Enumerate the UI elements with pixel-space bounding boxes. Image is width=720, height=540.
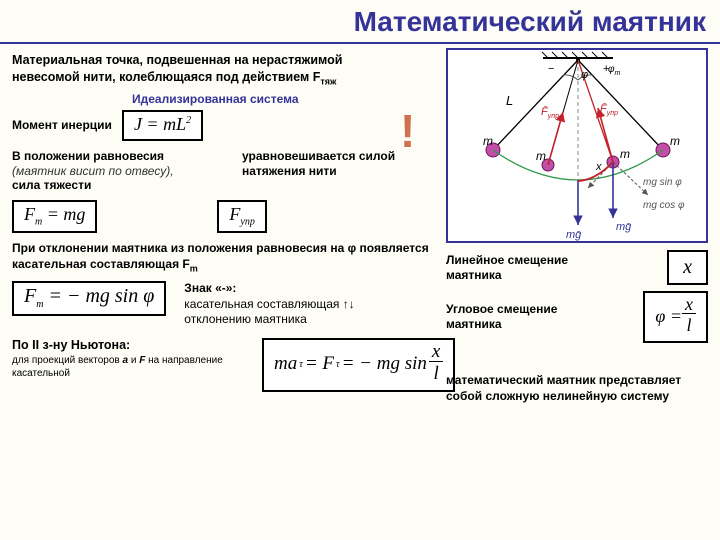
definition-body: Материальная точка, подвешенная на нерас… bbox=[12, 53, 342, 84]
moment-label: Момент инерции bbox=[12, 118, 112, 132]
fn-rhs1: = − mg sin bbox=[342, 353, 427, 375]
svg-text:m: m bbox=[483, 134, 493, 148]
formula-moment-body: J = mL bbox=[134, 114, 186, 134]
f-ftau-rhs: = − mg sin φ bbox=[43, 285, 154, 307]
f-fm-sym: F bbox=[24, 204, 35, 224]
equilibrium-left: В положении равновесия (маятник висит по… bbox=[12, 149, 222, 194]
formula-phi: φ = x l bbox=[643, 291, 708, 343]
newton-p1: для проекций векторов bbox=[12, 355, 123, 366]
fn-frac: x l bbox=[429, 342, 443, 387]
f-ftau-sym: F bbox=[24, 285, 36, 307]
phi-frac: x l bbox=[682, 295, 696, 337]
formula-fm: Fm = mg bbox=[12, 200, 97, 234]
pendulum-diagram: L m m m m φ − + φm F̄упр F̄упр x mḡ mḡ m… bbox=[446, 48, 708, 243]
page-title: Математический маятник bbox=[0, 0, 720, 44]
svg-text:φm: φm bbox=[608, 64, 621, 77]
eq-a: В положении равновесия bbox=[12, 149, 222, 165]
formula-fupr: Fупр bbox=[217, 200, 266, 234]
angular-disp-row: Угловое смещение маятника φ = x l bbox=[446, 291, 708, 343]
fn-lhs: ma bbox=[274, 353, 297, 375]
newton-and: и bbox=[128, 355, 139, 366]
svg-text:x: x bbox=[595, 161, 602, 173]
newton-subtext: для проекций векторов a и F на направлен… bbox=[12, 354, 242, 380]
deflection-body: При отклонении маятника из положения рав… bbox=[12, 241, 429, 271]
f-fm-rhs: = mg bbox=[42, 204, 85, 224]
deflection-sub: m bbox=[190, 263, 198, 273]
formula-ftau: Fm = − mg sin φ bbox=[12, 281, 166, 316]
formula-newton: maτ = Fτ = − mg sin x l bbox=[262, 338, 455, 393]
nonlinear-note: математический маятник представляет собо… bbox=[446, 373, 708, 404]
newton-heading: По II з-ну Ньютона: bbox=[12, 338, 242, 352]
newton-left: По II з-ну Ньютона: для проекций векторо… bbox=[12, 338, 242, 380]
eq-b: (маятник висит по отвесу), bbox=[12, 164, 222, 178]
minus-note-body: касательная составляющая ↑↓ отклонению м… bbox=[184, 297, 394, 328]
svg-text:mḡ: mḡ bbox=[566, 229, 582, 241]
fn-mid: = F bbox=[305, 353, 334, 375]
exclamation-icon: ! bbox=[400, 104, 415, 158]
svg-text:−: − bbox=[548, 63, 554, 75]
svg-text:F̄упр: F̄упр bbox=[600, 102, 618, 117]
phi-den: l bbox=[683, 314, 694, 337]
definition-subscript: тяж bbox=[320, 76, 336, 86]
svg-text:mḡ: mḡ bbox=[616, 221, 632, 233]
formula-moment: J = mL2 bbox=[122, 110, 203, 141]
linear-disp-label: Линейное смещение маятника bbox=[446, 253, 596, 283]
svg-text:φ: φ bbox=[581, 69, 588, 81]
minus-note: Знак «-»: касательная составляющая ↑↓ от… bbox=[184, 281, 394, 328]
lbl-L: L bbox=[506, 93, 513, 108]
phi-lhs: φ = bbox=[655, 306, 682, 327]
fn-sub1: τ bbox=[299, 359, 303, 370]
phi-num: x bbox=[682, 295, 696, 314]
svg-text:m: m bbox=[670, 134, 680, 148]
deflection-text: При отклонении маятника из положения рав… bbox=[12, 241, 432, 275]
formula-moment-exp: 2 bbox=[186, 115, 191, 126]
formula-x: x bbox=[667, 250, 708, 285]
svg-text:m: m bbox=[620, 147, 630, 161]
fn-sub2: τ bbox=[336, 359, 340, 370]
forces-row: Fm = mg Fупр bbox=[12, 200, 432, 234]
definition-text: Материальная точка, подвешенная на нерас… bbox=[12, 52, 402, 88]
eq-d: уравновешивается силой натяжения нити bbox=[242, 149, 422, 194]
pendulum-svg: L m m m m φ − + φm F̄упр F̄упр x mḡ mḡ m… bbox=[448, 50, 706, 241]
f-fupr-sub: упр bbox=[240, 216, 254, 227]
f-fupr-sym: F bbox=[229, 204, 240, 224]
svg-text:m: m bbox=[536, 149, 546, 163]
eq-c: сила тяжести bbox=[12, 178, 222, 194]
svg-text:mg cos φ: mg cos φ bbox=[643, 200, 685, 211]
minus-note-title: Знак «-»: bbox=[184, 281, 394, 297]
angular-disp-label: Угловое смещение маятника bbox=[446, 302, 596, 332]
fn-frac-den: l bbox=[430, 362, 441, 387]
svg-text:mg sin φ: mg sin φ bbox=[643, 177, 682, 188]
equilibrium-row: В положении равновесия (маятник висит по… bbox=[12, 149, 432, 194]
linear-disp-row: Линейное смещение маятника x bbox=[446, 250, 708, 285]
svg-text:F̄упр: F̄упр bbox=[541, 105, 559, 120]
fn-frac-num: x bbox=[429, 342, 443, 362]
right-column: Линейное смещение маятника x Угловое сме… bbox=[446, 250, 708, 405]
